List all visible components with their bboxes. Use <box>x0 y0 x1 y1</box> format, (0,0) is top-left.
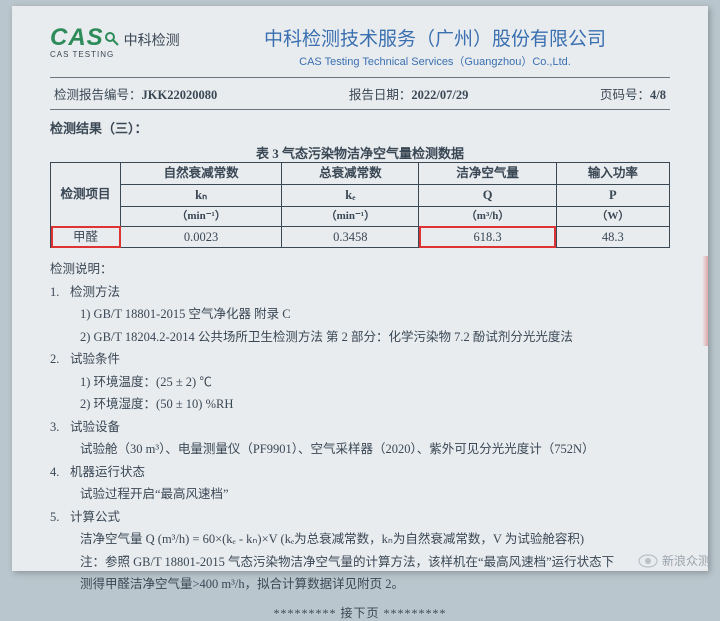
th-ke: 总衰减常数 <box>282 163 419 185</box>
sina-eye-icon <box>638 554 658 568</box>
unit-p: （W） <box>556 206 669 226</box>
note-3a: 试验舱（30 m³）、电量测量仪（PF9901）、空气采样器（2020）、紫外可… <box>80 438 670 461</box>
report-date: 报告日期：2022/07/29 <box>349 84 468 103</box>
table-unit-row: （min⁻¹） （min⁻¹） （m³/h） （W） <box>51 206 670 226</box>
stamp-edge <box>702 256 708 346</box>
unit-ke: （min⁻¹） <box>282 206 419 226</box>
note-5: 计算公式 <box>70 506 120 529</box>
sina-watermark: 新浪众测 <box>638 552 710 569</box>
unit-kn: （min⁻¹） <box>121 206 282 226</box>
section-title: 检测结果（三）： <box>50 118 670 137</box>
note-1a: 1) GB/T 18801-2015 空气净化器 附录 C <box>80 303 670 326</box>
logo-brand: CAS <box>50 24 104 51</box>
cell-item: 甲醛 <box>51 226 121 248</box>
rule-top <box>50 77 670 78</box>
company-block: 中科检测技术服务（广州）股份有限公司 CAS Testing Technical… <box>200 24 670 69</box>
note-4: 机器运行状态 <box>70 461 145 484</box>
unit-q: （m³/h） <box>419 206 556 226</box>
note-1b: 2) GB/T 18204.2-2014 公共场所卫生检测方法 第 2 部分：化… <box>80 326 670 349</box>
sym-kn: kₙ <box>121 184 282 206</box>
header: CAS 中科检测 CAS TESTING 中科检测技术服务（广州）股份有限公司 … <box>50 24 670 69</box>
note-5b: 注：参照 GB/T 18801-2015 气态污染物洁净空气量的计算方法，该样机… <box>80 551 670 574</box>
cell-ke: 0.3458 <box>282 226 419 248</box>
logo-cn: 中科检测 <box>124 34 180 49</box>
th-item: 检测项目 <box>51 163 121 227</box>
sym-p: P <box>556 184 669 206</box>
rule-bottom <box>50 109 670 110</box>
th-p: 输入功率 <box>556 163 669 185</box>
note-2: 试验条件 <box>70 348 120 371</box>
data-table: 检测项目 自然衰减常数 总衰减常数 洁净空气量 输入功率 kₙ kₑ Q P （… <box>50 162 670 248</box>
note-3: 试验设备 <box>70 416 120 439</box>
logo-block: CAS 中科检测 CAS TESTING <box>50 24 200 59</box>
sym-q: Q <box>419 184 556 206</box>
table-row: 甲醛 0.0023 0.3458 618.3 48.3 <box>51 226 670 248</box>
report-page: CAS 中科检测 CAS TESTING 中科检测技术服务（广州）股份有限公司 … <box>12 6 708 571</box>
next-page: ********* 接下页 ********* <box>50 604 670 621</box>
table-symbol-row: kₙ kₑ Q P <box>51 184 670 206</box>
note-2a: 1) 环境温度：(25 ± 2) ℃ <box>80 371 670 394</box>
meta-row: 检测报告编号：JKK22020080 报告日期：2022/07/29 页码号：4… <box>50 84 670 103</box>
note-1: 检测方法 <box>70 281 120 304</box>
page-no: 页码号：4/8 <box>600 84 666 103</box>
th-q: 洁净空气量 <box>419 163 556 185</box>
table-header-row: 检测项目 自然衰减常数 总衰减常数 洁净空气量 输入功率 <box>51 163 670 185</box>
table-title: 表 3 气态污染物洁净空气量检测数据 <box>50 143 670 162</box>
note-2b: 2) 环境湿度：(50 ± 10) %RH <box>80 393 670 416</box>
company-en: CAS Testing Technical Services（Guangzhou… <box>200 53 670 69</box>
cell-q: 618.3 <box>419 226 556 248</box>
sina-text: 新浪众测 <box>662 552 710 569</box>
notes: 检测说明： 1.检测方法 1) GB/T 18801-2015 空气净化器 附录… <box>50 258 670 596</box>
report-no: 检测报告编号：JKK22020080 <box>54 84 217 103</box>
cell-kn: 0.0023 <box>121 226 282 248</box>
notes-lead: 检测说明： <box>50 258 670 281</box>
company-cn: 中科检测技术服务（广州）股份有限公司 <box>200 24 670 51</box>
sym-ke: kₑ <box>282 184 419 206</box>
note-4a: 试验过程开启“最高风速档” <box>80 483 670 506</box>
cell-p: 48.3 <box>556 226 669 248</box>
note-5a: 洁净空气量 Q (m³/h) = 60×(kₑ - kₙ)×V (kₑ为总衰减常… <box>80 528 670 551</box>
th-kn: 自然衰减常数 <box>121 163 282 185</box>
